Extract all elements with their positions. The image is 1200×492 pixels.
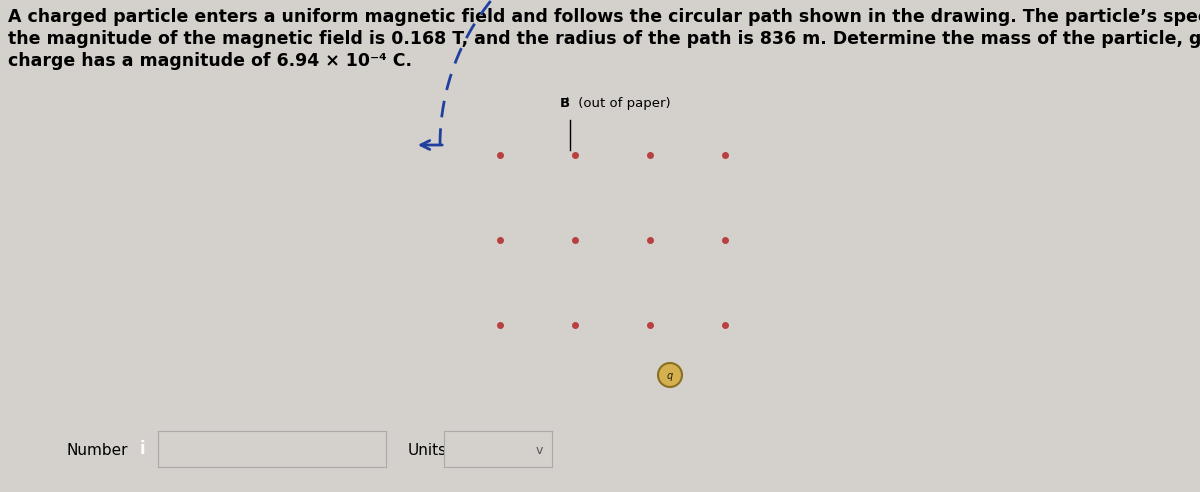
Text: Units: Units [408,443,448,458]
Text: i: i [140,440,145,458]
Text: v: v [535,444,542,457]
Text: (out of paper): (out of paper) [574,97,671,110]
Text: q: q [667,371,673,381]
Text: A charged particle enters a uniform magnetic field and follows the circular path: A charged particle enters a uniform magn… [8,8,1200,26]
Text: charge has a magnitude of 6.94 × 10⁻⁴ C.: charge has a magnitude of 6.94 × 10⁻⁴ C. [8,52,412,70]
Circle shape [658,363,682,387]
Text: the magnitude of the magnetic field is 0.168 T, and the radius of the path is 83: the magnitude of the magnetic field is 0… [8,30,1200,48]
Text: B⃗: B⃗ [560,97,570,110]
Text: Number: Number [66,443,127,458]
